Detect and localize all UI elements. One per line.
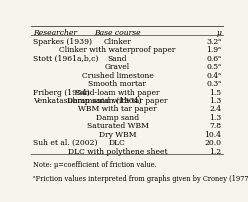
Text: DLC with polythene sheet: DLC with polythene sheet <box>68 147 167 155</box>
Text: WBM with tar paper: WBM with tar paper <box>78 105 157 113</box>
Text: 0.3ᵃ: 0.3ᵃ <box>206 80 221 88</box>
Text: Gravel: Gravel <box>105 63 130 71</box>
Text: Dry WBM: Dry WBM <box>99 130 136 138</box>
Text: 7.8: 7.8 <box>209 122 221 130</box>
Text: 1.9ᵃ: 1.9ᵃ <box>206 46 221 54</box>
Text: 0.5ᵃ: 0.5ᵃ <box>206 63 221 71</box>
Text: Stott (1961a,b,c): Stott (1961a,b,c) <box>33 55 98 63</box>
Text: Crushed limestone: Crushed limestone <box>82 71 154 79</box>
Text: Base course: Base course <box>94 29 141 37</box>
Text: ᵃFriction values interpreted from graphs given by Croney (1977).: ᵃFriction values interpreted from graphs… <box>33 174 248 182</box>
Text: μ: μ <box>216 29 221 37</box>
Text: 1.2: 1.2 <box>209 147 221 155</box>
Text: 1.5: 1.5 <box>209 88 221 96</box>
Text: Friberg (1954): Friberg (1954) <box>33 88 90 96</box>
Text: 2.4: 2.4 <box>209 105 221 113</box>
Text: Clinker with waterproof paper: Clinker with waterproof paper <box>59 46 176 54</box>
Text: Sand-loam with paper: Sand-loam with paper <box>75 88 160 96</box>
Text: Sand: Sand <box>108 55 127 63</box>
Text: Venkatasubramanian (1964): Venkatasubramanian (1964) <box>33 97 141 104</box>
Text: 1.3: 1.3 <box>209 97 221 104</box>
Text: 0.6ᵃ: 0.6ᵃ <box>206 55 221 63</box>
Text: 10.4: 10.4 <box>204 130 221 138</box>
Text: Damp sand with tar paper: Damp sand with tar paper <box>67 97 168 104</box>
Text: Clinker: Clinker <box>104 38 131 46</box>
Text: Saturated WBM: Saturated WBM <box>87 122 148 130</box>
Text: 3.2ᵃ: 3.2ᵃ <box>206 38 221 46</box>
Text: Note: μ=coefficient of friction value.: Note: μ=coefficient of friction value. <box>33 160 157 168</box>
Text: Researcher: Researcher <box>33 29 77 37</box>
Text: DLC: DLC <box>109 139 126 146</box>
Text: Suh et al. (2002): Suh et al. (2002) <box>33 139 97 146</box>
Text: 0.4ᵃ: 0.4ᵃ <box>206 71 221 79</box>
Text: 20.0: 20.0 <box>204 139 221 146</box>
Text: Smooth mortar: Smooth mortar <box>89 80 147 88</box>
Text: Damp sand: Damp sand <box>96 113 139 121</box>
Text: 1.3: 1.3 <box>209 113 221 121</box>
Text: Sparkes (1939): Sparkes (1939) <box>33 38 92 46</box>
